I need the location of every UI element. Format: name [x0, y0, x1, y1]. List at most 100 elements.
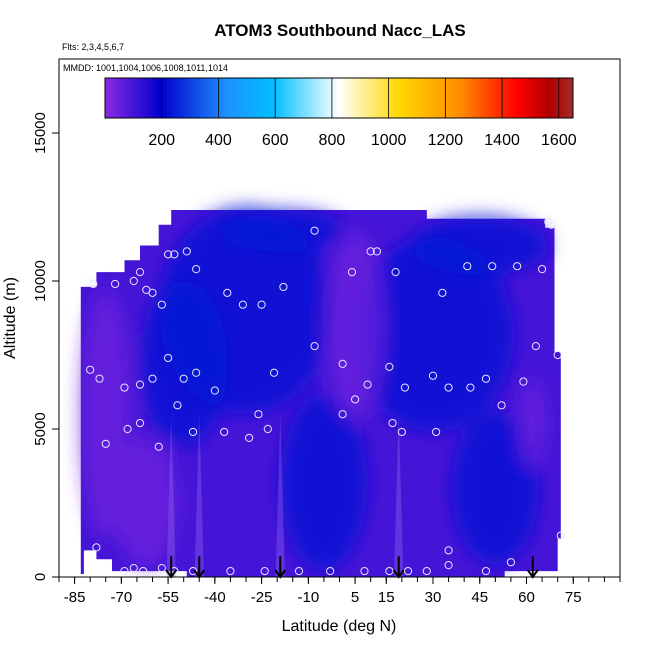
flights-note: Flts: 2,3,4,5,6,7 — [62, 42, 124, 52]
heatmap-field — [80, 207, 561, 577]
sample-point — [428, 371, 438, 380]
sample-point — [95, 374, 104, 383]
sample-point — [269, 368, 279, 377]
sample-point — [531, 342, 540, 351]
sample-point — [310, 342, 319, 351]
sample-point — [347, 268, 357, 277]
sample-point — [294, 566, 304, 576]
colorbar-tick-label: 1400 — [484, 132, 520, 149]
sample-point — [372, 247, 381, 256]
field-streak — [166, 414, 176, 577]
colorbar-gradient — [104, 77, 574, 119]
y-tick-label: 15000 — [32, 112, 49, 154]
colorbar-tick-label: 1000 — [371, 132, 407, 149]
x-tick-label: -85 — [64, 589, 86, 606]
sample-point — [173, 401, 182, 410]
colorbar-tick-label: 400 — [205, 132, 232, 149]
sample-point — [192, 368, 201, 377]
sample-point — [182, 247, 191, 256]
field-streak — [394, 414, 404, 577]
sample-point — [257, 300, 266, 309]
sample-point — [148, 288, 157, 297]
sample-point — [547, 220, 556, 229]
x-axis-label: Latitude (deg N) — [282, 618, 397, 635]
x-tick-label: 30 — [425, 589, 442, 606]
sample-point — [148, 374, 157, 383]
sample-point — [481, 374, 491, 383]
x-tick-label: -55 — [157, 589, 179, 606]
sample-point — [129, 276, 138, 286]
sample-point — [120, 383, 129, 392]
field-region — [115, 437, 178, 569]
sample-point — [260, 566, 269, 576]
field-region — [451, 411, 539, 566]
sample-point — [385, 362, 394, 371]
sample-point — [444, 546, 453, 555]
sample-point — [89, 279, 98, 289]
y-tick-label: 5000 — [32, 412, 49, 445]
sample-point — [506, 558, 516, 567]
colorbar-tick-label: 800 — [319, 132, 346, 149]
sample-point — [444, 383, 453, 392]
y-tick-label: 10000 — [32, 260, 49, 302]
field-region — [221, 209, 346, 252]
sample-point — [192, 265, 201, 274]
sample-point — [497, 401, 506, 410]
sample-point — [326, 566, 335, 576]
sample-point — [154, 442, 163, 451]
sample-point — [397, 427, 406, 437]
sample-points — [86, 217, 565, 576]
sample-point — [556, 531, 565, 540]
field-streak — [275, 414, 285, 577]
x-tick-label: -70 — [110, 589, 132, 606]
field-region — [140, 281, 228, 447]
sample-point — [481, 566, 491, 576]
sample-point — [263, 424, 272, 434]
x-tick-label: 5 — [351, 589, 359, 606]
sample-point — [129, 564, 138, 573]
field-region — [327, 230, 384, 421]
chart-title: ATOM3 Southbound Nacc_LAS — [214, 21, 466, 40]
x-axis: -85 -70 -55 -40 -25 -10 5 15 30 45 60 75 — [58, 577, 621, 606]
field-region — [520, 378, 546, 468]
x-tick-label: 45 — [471, 589, 488, 606]
sample-point — [163, 353, 173, 363]
y-tick-label: 0 — [32, 573, 49, 581]
sample-point — [223, 288, 232, 297]
y-axis-label: Altitude (m) — [2, 277, 19, 359]
sample-point — [157, 300, 166, 309]
sample-point — [391, 268, 400, 277]
colorbar-tick-label: 1200 — [428, 132, 464, 149]
sample-point — [163, 250, 173, 259]
x-tick-label: 75 — [565, 589, 582, 606]
field-region — [280, 393, 368, 572]
sample-point — [350, 395, 360, 404]
sample-point — [310, 226, 319, 235]
sample-point — [135, 418, 145, 428]
sample-point — [220, 427, 229, 437]
x-tick-label: -10 — [297, 589, 319, 606]
dates-note: MMDD: 1001,1004,1006,1008,1011,1014 — [63, 63, 228, 73]
sample-point — [188, 427, 198, 437]
sample-point — [101, 439, 110, 448]
sample-point — [537, 265, 547, 274]
sample-point — [135, 268, 145, 277]
sample-point — [92, 543, 101, 552]
field-streak — [194, 414, 204, 577]
sample-point — [363, 380, 372, 389]
sample-point — [400, 383, 410, 392]
colorbar-tick-label: 600 — [262, 132, 289, 149]
sample-point — [338, 359, 347, 368]
sample-point — [513, 262, 522, 271]
sample-point — [188, 566, 198, 576]
field-region — [411, 215, 549, 276]
x-tick-label: -25 — [251, 589, 273, 606]
sample-point — [279, 282, 288, 292]
sample-point — [226, 566, 235, 576]
sample-point — [111, 279, 120, 289]
sample-point — [553, 350, 562, 360]
sample-point — [463, 262, 472, 271]
sample-point — [388, 418, 397, 428]
sample-point — [366, 247, 375, 256]
sample-point — [120, 566, 129, 576]
